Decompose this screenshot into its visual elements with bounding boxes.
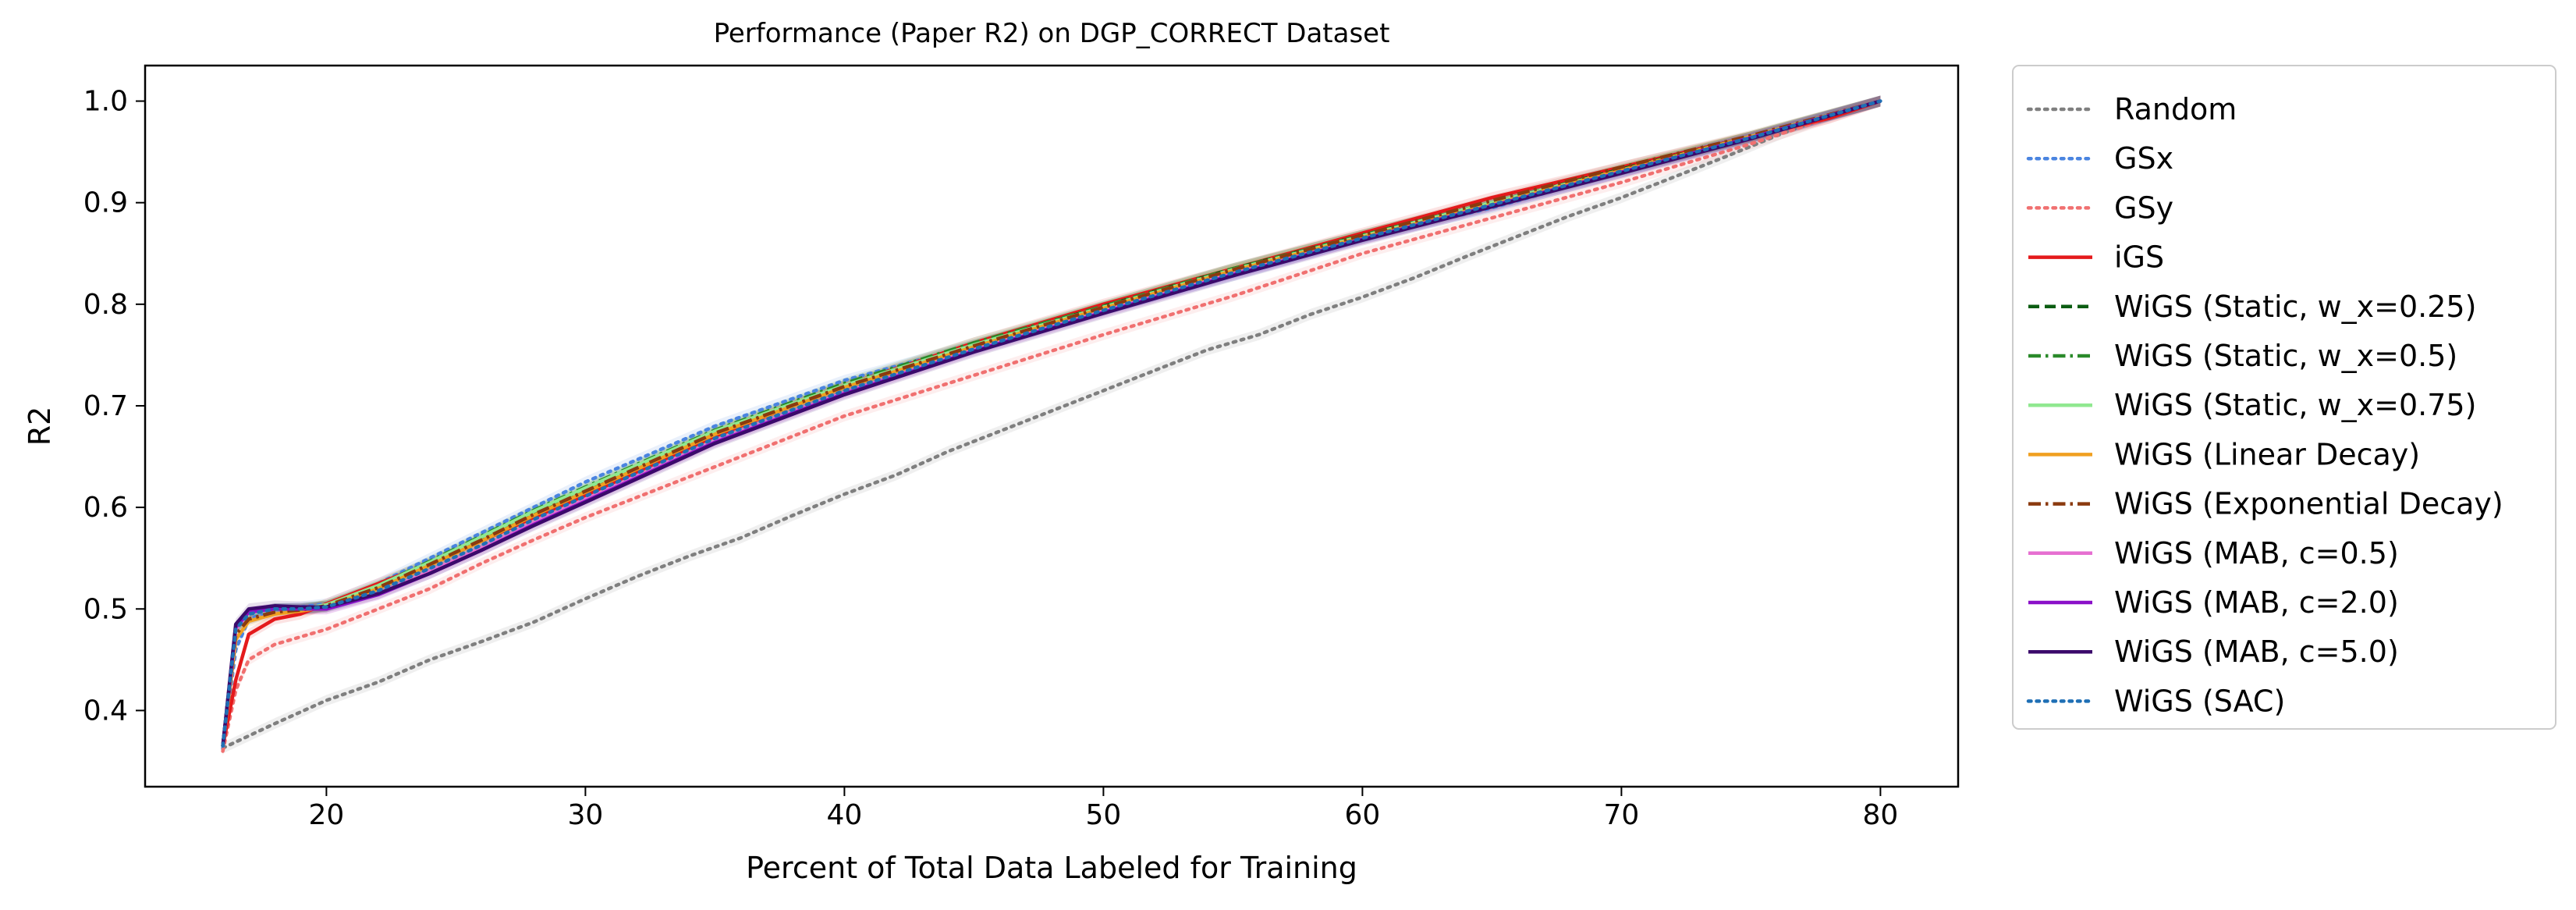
series-line-wigs-mab-c-5-0 — [221, 99, 1882, 747]
y-tick-label: 0.6 — [83, 492, 128, 524]
legend-label-wigs-static-w-x-0-25: WiGS (Static, w_x=0.25) — [2114, 290, 2476, 324]
legend-label-wigs-linear-decay: WiGS (Linear Decay) — [2114, 437, 2420, 471]
y-tick-label: 0.8 — [83, 289, 128, 321]
y-tick-label: 1.0 — [83, 86, 128, 118]
series-line-igs — [221, 99, 1882, 747]
legend: Random GSx GSy iGS WiGS (Static, w_x=0.25) Wi… — [2012, 65, 2556, 730]
x-tick-label: 20 — [308, 799, 344, 831]
legend-label-igs: iGS — [2114, 240, 2164, 275]
x-tick-label: 40 — [826, 799, 862, 831]
y-tick-label: 0.7 — [83, 390, 128, 422]
x-tick-label: 30 — [567, 799, 603, 831]
legend-label-gsx: GSx — [2114, 141, 2173, 176]
legend-frame — [2012, 65, 2556, 730]
legend-label-wigs-sac: WiGS (SAC) — [2114, 684, 2285, 718]
band-random — [222, 95, 1881, 754]
legend-label-wigs-static-w-x-0-75: WiGS (Static, w_x=0.75) — [2114, 388, 2476, 422]
y-tick-label: 0.4 — [83, 695, 128, 727]
legend-label-wigs-mab-c-0-5: WiGS (MAB, c=0.5) — [2114, 536, 2399, 571]
series-line-wigs-exponential-decay — [221, 99, 1881, 747]
legend-label-wigs-static-w-x-0-5: WiGS (Static, w_x=0.5) — [2114, 339, 2457, 373]
x-axis-ticks: 20 30 40 50 60 70 80 — [308, 787, 1898, 831]
x-tick-label: 70 — [1603, 799, 1639, 831]
series-lines — [221, 99, 1882, 753]
y-axis-ticks: 0.4 0.5 0.6 0.7 0.8 0.9 1.0 — [83, 86, 145, 727]
chart-title: Performance (Paper R2) on DGP_CORRECT Da… — [714, 18, 1390, 49]
y-tick-label: 0.5 — [83, 593, 128, 625]
y-axis-label: R2 — [23, 407, 57, 446]
legend-label-wigs-exponential-decay: WiGS (Exponential Decay) — [2114, 487, 2503, 521]
confidence-bands — [222, 95, 1881, 757]
legend-label-random: Random — [2114, 92, 2237, 126]
x-tick-label: 80 — [1862, 799, 1898, 831]
legend-label-gsy: GSy — [2114, 190, 2173, 225]
series-line-gsy — [221, 99, 1882, 753]
plot-frame — [144, 64, 1960, 788]
series-line-wigs-sac — [221, 99, 1882, 748]
x-axis-label: Percent of Total Data Labeled for Traini… — [746, 851, 1357, 885]
x-tick-label: 50 — [1085, 799, 1121, 831]
x-tick-label: 60 — [1344, 799, 1380, 831]
series-line-random — [221, 99, 1882, 750]
legend-label-wigs-mab-c-2-0: WiGS (MAB, c=2.0) — [2114, 585, 2399, 620]
legend-label-wigs-mab-c-5-0: WiGS (MAB, c=5.0) — [2114, 635, 2399, 669]
y-tick-label: 0.9 — [83, 187, 128, 219]
